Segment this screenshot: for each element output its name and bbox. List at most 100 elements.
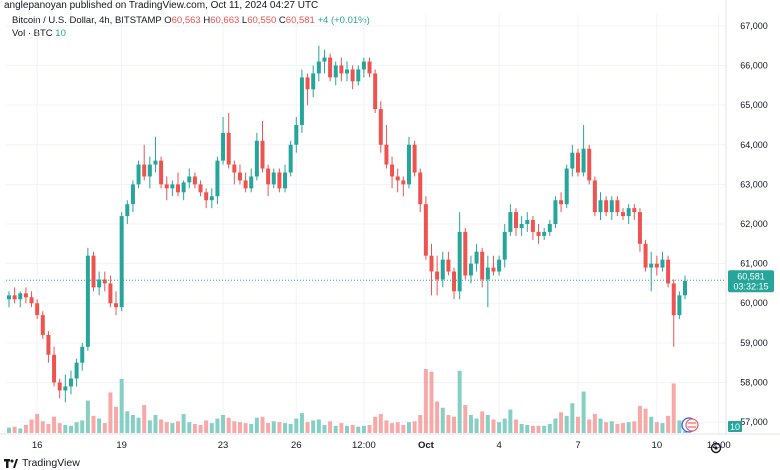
volume-bar xyxy=(277,422,281,433)
candle-body xyxy=(638,212,642,244)
price-tags: 60,58103:32:1510 xyxy=(682,270,774,432)
volume-bar xyxy=(75,422,79,433)
volume-bar xyxy=(587,419,591,433)
volume-bar xyxy=(63,425,67,433)
volume-bar xyxy=(424,369,428,433)
volume-bars xyxy=(7,369,687,433)
volume-bar xyxy=(232,421,236,433)
settings-gear-icon[interactable] xyxy=(709,441,723,455)
candle-body xyxy=(525,220,529,224)
volume-bar xyxy=(204,420,208,433)
candle-body xyxy=(677,295,681,315)
volume-bar xyxy=(390,423,394,433)
candle-body xyxy=(531,220,535,232)
time-tick-label: 23 xyxy=(218,440,229,451)
candle-body xyxy=(565,169,569,205)
candle-body xyxy=(75,363,79,379)
volume-bar xyxy=(604,422,608,433)
tradingview-brand: TradingView xyxy=(22,457,80,469)
candle-body xyxy=(176,184,180,192)
candle-body xyxy=(413,145,417,173)
volume-bar xyxy=(435,401,439,433)
candle-body xyxy=(576,153,580,173)
volume-bar xyxy=(660,423,664,433)
volume-bar xyxy=(497,422,501,433)
volume-bar xyxy=(18,428,22,433)
volume-bar xyxy=(430,372,434,433)
time-tick-label: 12:00 xyxy=(352,440,376,451)
candle-body xyxy=(125,204,129,216)
candle-body xyxy=(317,62,321,74)
price-tick-label: 61,000 xyxy=(740,259,768,269)
volume-bar xyxy=(413,421,417,433)
volume-bar xyxy=(125,411,129,433)
candle-body xyxy=(294,125,298,145)
candle-body xyxy=(142,165,146,177)
volume-bar xyxy=(446,415,450,433)
volume-bar xyxy=(24,425,28,433)
volume-bar xyxy=(165,422,169,433)
volume-bar xyxy=(396,422,400,433)
candle-body xyxy=(289,145,293,173)
candle-body xyxy=(137,165,141,185)
candle-body xyxy=(570,153,574,169)
volume-bar xyxy=(261,417,265,433)
volume-bar xyxy=(520,424,524,433)
candle-body xyxy=(306,77,310,89)
candle-body xyxy=(255,141,259,177)
candle-body xyxy=(441,260,445,280)
volume-bar xyxy=(238,422,242,433)
volume-bar xyxy=(537,426,541,433)
volume-bar xyxy=(615,424,619,433)
volume-bar xyxy=(131,415,135,433)
candle-body xyxy=(520,224,524,228)
candle-body xyxy=(475,252,479,264)
candle-body xyxy=(644,244,648,268)
volume-bar xyxy=(187,422,191,433)
candle-body xyxy=(396,176,400,180)
candle-body xyxy=(655,264,659,268)
volume-bar xyxy=(80,420,84,433)
time-axis[interactable]: 16 19 23 26 12:00 Oct 4 7 10 12:00 xyxy=(32,440,731,451)
volume-bar xyxy=(52,417,56,433)
candle-body xyxy=(368,62,372,74)
candle-body xyxy=(627,208,631,216)
volume-bar xyxy=(249,424,253,433)
volume-bar xyxy=(565,416,569,433)
time-tick-label: Oct xyxy=(418,440,435,451)
candle-body xyxy=(553,200,557,224)
price-chart[interactable]: 57,00058,00059,00060,00061,00062,00063,0… xyxy=(0,0,780,470)
candle-body xyxy=(649,264,653,268)
volume-bar xyxy=(418,415,422,433)
candle-body xyxy=(345,69,349,73)
volume-bar xyxy=(463,405,467,433)
candle-body xyxy=(373,73,377,109)
price-tick-label: 62,000 xyxy=(740,219,768,229)
volume-bar xyxy=(475,419,479,433)
candle-body xyxy=(339,66,343,74)
volume-bar xyxy=(525,425,529,433)
price-axis[interactable]: 57,000 58,000 59,000 60,000 61,000 62,000 63,0… xyxy=(740,21,768,427)
candle-body xyxy=(35,303,39,315)
volume-bar xyxy=(92,416,96,433)
volume-bar xyxy=(221,415,225,433)
volume-bar xyxy=(339,423,343,433)
volume-bar xyxy=(97,419,101,433)
candle-body xyxy=(683,281,687,295)
volume-bar xyxy=(503,419,507,433)
candle-body xyxy=(430,256,434,272)
tradingview-footer[interactable]: TradingView xyxy=(4,457,80,469)
candle-body xyxy=(503,232,507,260)
volume-bar xyxy=(7,428,11,433)
countdown-value: 03:32:15 xyxy=(733,282,768,292)
candle-body xyxy=(58,382,62,390)
candle-body xyxy=(244,180,248,188)
candle-body xyxy=(356,69,360,81)
volume-bar xyxy=(244,423,248,433)
candle-body xyxy=(514,212,518,228)
candle-body xyxy=(599,200,603,212)
volume-bar xyxy=(593,414,597,433)
candle-body xyxy=(491,268,495,272)
volume-bar xyxy=(351,425,355,433)
volume-bar xyxy=(86,401,90,433)
